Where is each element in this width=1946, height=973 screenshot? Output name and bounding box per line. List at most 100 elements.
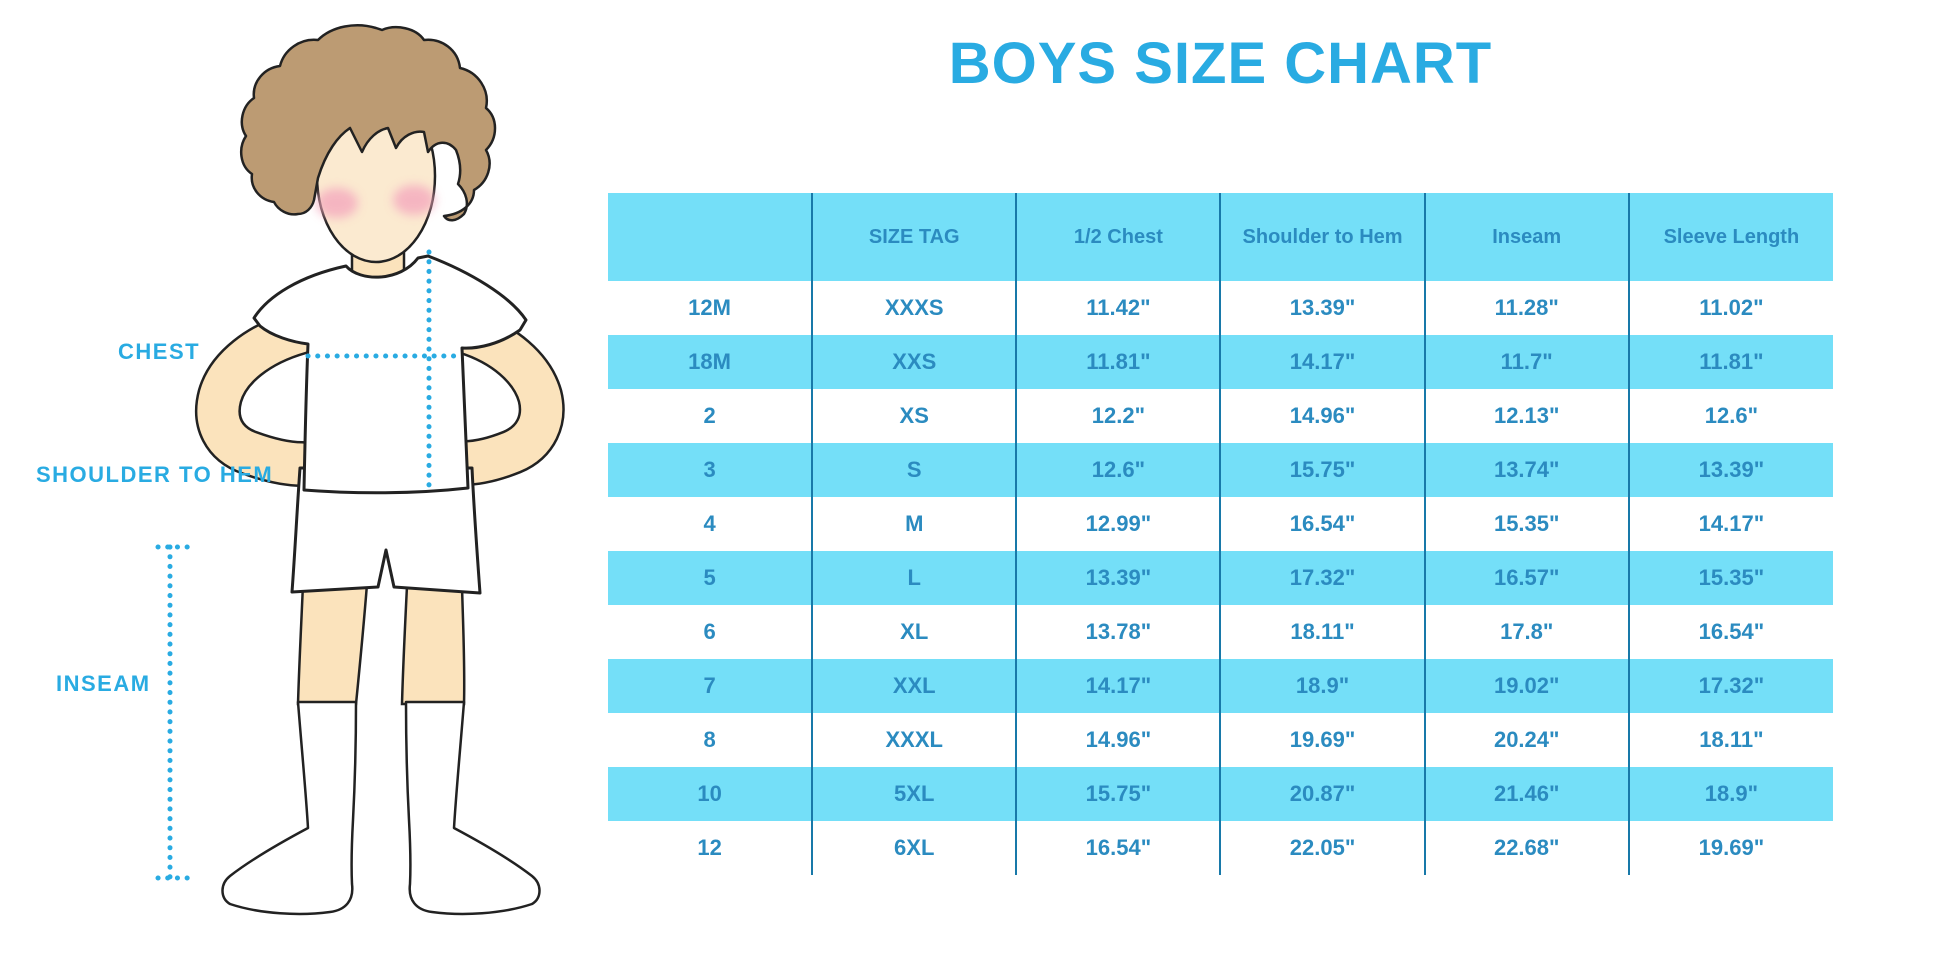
inseam-cell: 19.02": [1423, 659, 1629, 713]
right-arm: [441, 309, 565, 486]
half-chest-cell: 12.2": [1015, 389, 1221, 443]
size-cell: 8: [703, 727, 716, 752]
table-row: 2 XS 12.2" 14.96" 12.13" 12.6": [608, 389, 1833, 443]
column-header-sleeve-length: Sleeve Length: [1627, 193, 1833, 281]
size-tag-cell: M: [811, 497, 1017, 551]
sleeve-length-cell: 14.17": [1627, 497, 1833, 551]
boy-illustration: [155, 24, 565, 916]
size-cell: 7: [703, 673, 716, 698]
table-row: 3 S 12.6" 15.75" 13.74" 13.39": [608, 443, 1833, 497]
table-row: 7 XXL 14.17" 18.9" 19.02" 17.32": [608, 659, 1833, 713]
sleeve-length-cell: 18.9": [1627, 767, 1833, 821]
column-header-size: [608, 193, 813, 281]
inseam-label: INSEAM: [56, 671, 151, 696]
half-chest-cell: 12.6": [1015, 443, 1221, 497]
left-cheek: [316, 188, 358, 218]
right-sock: [404, 700, 541, 916]
inseam-cell: 11.7": [1423, 335, 1629, 389]
table-row: 10 5XL 15.75" 20.87" 21.46" 18.9": [608, 767, 1833, 821]
inseam-cell: 20.24": [1423, 713, 1629, 767]
inseam-cell: 21.46": [1423, 767, 1629, 821]
shoulder-to-hem-cell: 18.11": [1219, 605, 1425, 659]
shoulder-to-hem-cell: 14.17": [1219, 335, 1425, 389]
sleeve-length-cell: 11.81": [1627, 335, 1833, 389]
inseam-cell: 13.74": [1423, 443, 1629, 497]
shoulder-to-hem-cell: 13.39": [1219, 281, 1425, 335]
size-cell: 2: [703, 403, 716, 428]
shoulder-to-hem-cell: 15.75": [1219, 443, 1425, 497]
size-cell: 12: [697, 835, 722, 860]
inseam-cell: 12.13": [1423, 389, 1629, 443]
size-tag-cell: XS: [811, 389, 1017, 443]
inseam-cell: 22.68": [1423, 821, 1629, 875]
table-row: 5 L 13.39" 17.32" 16.57" 15.35": [608, 551, 1833, 605]
inseam-cell: 15.35": [1423, 497, 1629, 551]
measurement-lines: [155, 249, 465, 881]
half-chest-cell: 16.54": [1015, 821, 1221, 875]
chest-label: CHEST: [118, 339, 201, 364]
size-cell: 5: [703, 565, 716, 590]
table-header: SIZE TAG 1/2 Chest Shoulder to Hem Insea…: [608, 193, 1833, 281]
half-chest-cell: 11.42": [1015, 281, 1221, 335]
sleeve-length-cell: 16.54": [1627, 605, 1833, 659]
size-cell: 12M: [688, 295, 731, 320]
size-tag-cell: XXXL: [811, 713, 1017, 767]
table-row: 12M XXXS 11.42" 13.39" 11.28" 11.02": [608, 281, 1833, 335]
table-row: 18M XXS 11.81" 14.17" 11.7" 11.81": [608, 335, 1833, 389]
size-tag-cell: S: [811, 443, 1017, 497]
table-row: 6 XL 13.78" 18.11" 17.8" 16.54": [608, 605, 1833, 659]
size-cell: 3: [703, 457, 716, 482]
inseam-cell: 16.57": [1423, 551, 1629, 605]
half-chest-cell: 11.81": [1015, 335, 1221, 389]
sleeve-length-cell: 18.11": [1627, 713, 1833, 767]
sleeve-length-cell: 17.32": [1627, 659, 1833, 713]
size-chart-table: SIZE TAG 1/2 Chest Shoulder to Hem Insea…: [608, 193, 1833, 875]
right-leg: [400, 584, 466, 706]
shoulder-to-hem-cell: 20.87": [1219, 767, 1425, 821]
header-row: SIZE TAG 1/2 Chest Shoulder to Hem Insea…: [608, 193, 1833, 281]
column-header-half-chest: 1/2 Chest: [1015, 193, 1221, 281]
shoulder-to-hem-cell: 19.69": [1219, 713, 1425, 767]
shoulder-to-hem-cell: 22.05": [1219, 821, 1425, 875]
size-cell: 4: [703, 511, 716, 536]
left-leg: [296, 582, 369, 706]
page-title: BOYS SIZE CHART: [948, 31, 1493, 96]
size-tag-cell: 6XL: [811, 821, 1017, 875]
sleeve-length-cell: 19.69": [1627, 821, 1833, 875]
half-chest-cell: 14.96": [1015, 713, 1221, 767]
half-chest-cell: 13.39": [1015, 551, 1221, 605]
size-tag-cell: L: [811, 551, 1017, 605]
size-tag-cell: 5XL: [811, 767, 1017, 821]
table-row: 8 XXXL 14.96" 19.69" 20.24" 18.11": [608, 713, 1833, 767]
shirt: [252, 254, 528, 495]
half-chest-cell: 14.17": [1015, 659, 1221, 713]
shorts: [290, 466, 482, 595]
left-sock: [221, 700, 358, 916]
left-arm: [194, 309, 325, 487]
inseam-cell: 11.28": [1423, 281, 1629, 335]
column-header-size-tag: SIZE TAG: [811, 193, 1017, 281]
size-tag-cell: XXL: [811, 659, 1017, 713]
size-cell: 10: [697, 781, 722, 806]
inseam-cell: 17.8": [1423, 605, 1629, 659]
shoulder-to-hem-label: SHOULDER TO HEM: [36, 462, 274, 487]
size-tag-cell: XXS: [811, 335, 1017, 389]
right-cheek: [393, 185, 435, 215]
column-header-inseam: Inseam: [1423, 193, 1629, 281]
half-chest-cell: 12.99": [1015, 497, 1221, 551]
table-row: 4 M 12.99" 16.54" 15.35" 14.17": [608, 497, 1833, 551]
size-tag-cell: XXXS: [811, 281, 1017, 335]
size-cell: 18M: [688, 349, 731, 374]
sleeve-length-cell: 11.02": [1627, 281, 1833, 335]
sleeve-length-cell: 15.35": [1627, 551, 1833, 605]
shoulder-to-hem-cell: 14.96": [1219, 389, 1425, 443]
sleeve-length-cell: 12.6": [1627, 389, 1833, 443]
hair: [239, 24, 497, 222]
half-chest-cell: 13.78": [1015, 605, 1221, 659]
size-tag-cell: XL: [811, 605, 1017, 659]
sleeve-length-cell: 13.39": [1627, 443, 1833, 497]
shoulder-to-hem-cell: 16.54": [1219, 497, 1425, 551]
half-chest-cell: 15.75": [1015, 767, 1221, 821]
shoulder-to-hem-cell: 17.32": [1219, 551, 1425, 605]
